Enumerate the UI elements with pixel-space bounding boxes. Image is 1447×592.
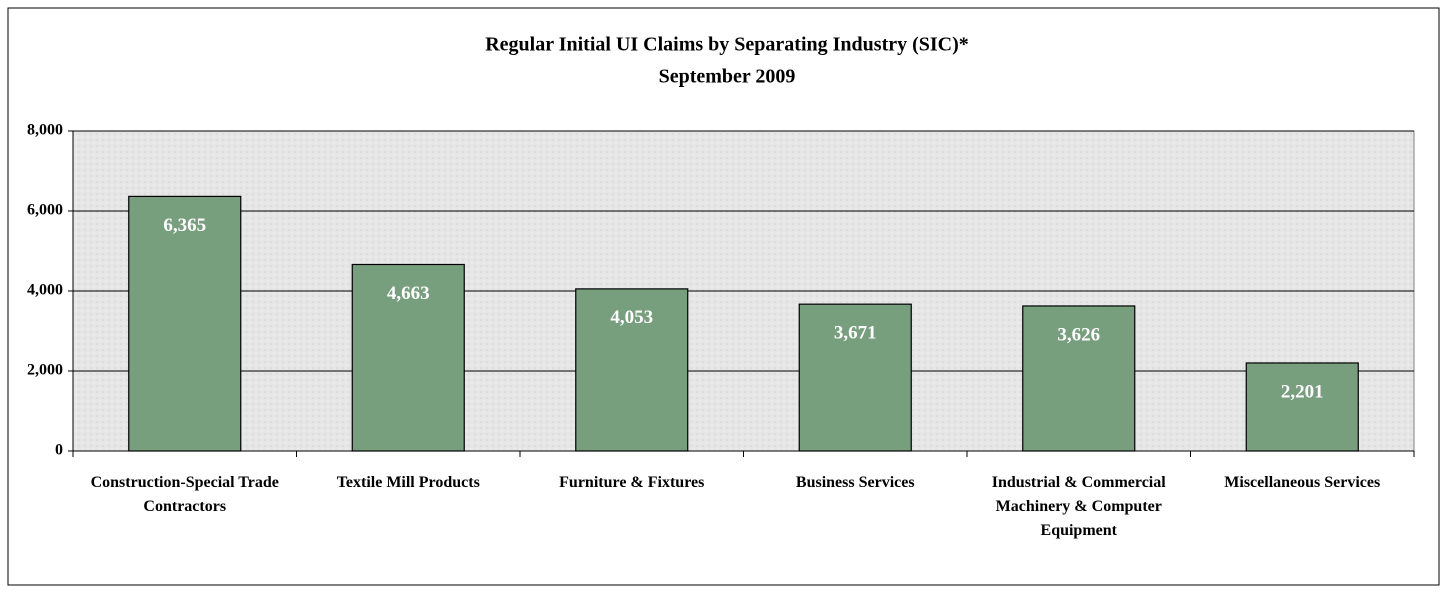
data-label: 4,053	[610, 307, 653, 328]
data-label: 3,626	[1057, 324, 1100, 345]
x-tick-label: Business Services	[795, 474, 915, 491]
chart-subtitle: September 2009	[659, 66, 796, 88]
y-tick-label: 0	[55, 442, 63, 459]
data-label: 4,663	[387, 283, 430, 304]
x-tick-label: Construction-Special Trade Contractors	[90, 474, 279, 515]
bar	[1022, 305, 1136, 452]
data-label: 3,671	[834, 323, 877, 344]
y-tick-label: 8,000	[27, 122, 63, 139]
bar	[575, 288, 689, 452]
x-tick-label: Miscellaneous Services	[1224, 474, 1381, 491]
y-tick-label: 2,000	[27, 362, 63, 379]
data-label: 6,365	[163, 215, 206, 236]
y-tick-label: 6,000	[27, 202, 63, 219]
x-tick-label: Textile Mill Products	[336, 474, 480, 491]
y-tick-label: 4,000	[27, 282, 63, 299]
x-tick-label: Industrial & Commercial Machinery & Comp…	[991, 474, 1166, 539]
bar	[351, 263, 465, 452]
bar	[128, 195, 242, 452]
chart-title: Regular Initial UI Claims by Separating …	[485, 34, 969, 56]
bar	[798, 303, 912, 452]
x-tick-label: Furniture & Fixtures	[559, 474, 705, 491]
data-label: 2,201	[1281, 381, 1324, 402]
bar	[1245, 362, 1359, 452]
